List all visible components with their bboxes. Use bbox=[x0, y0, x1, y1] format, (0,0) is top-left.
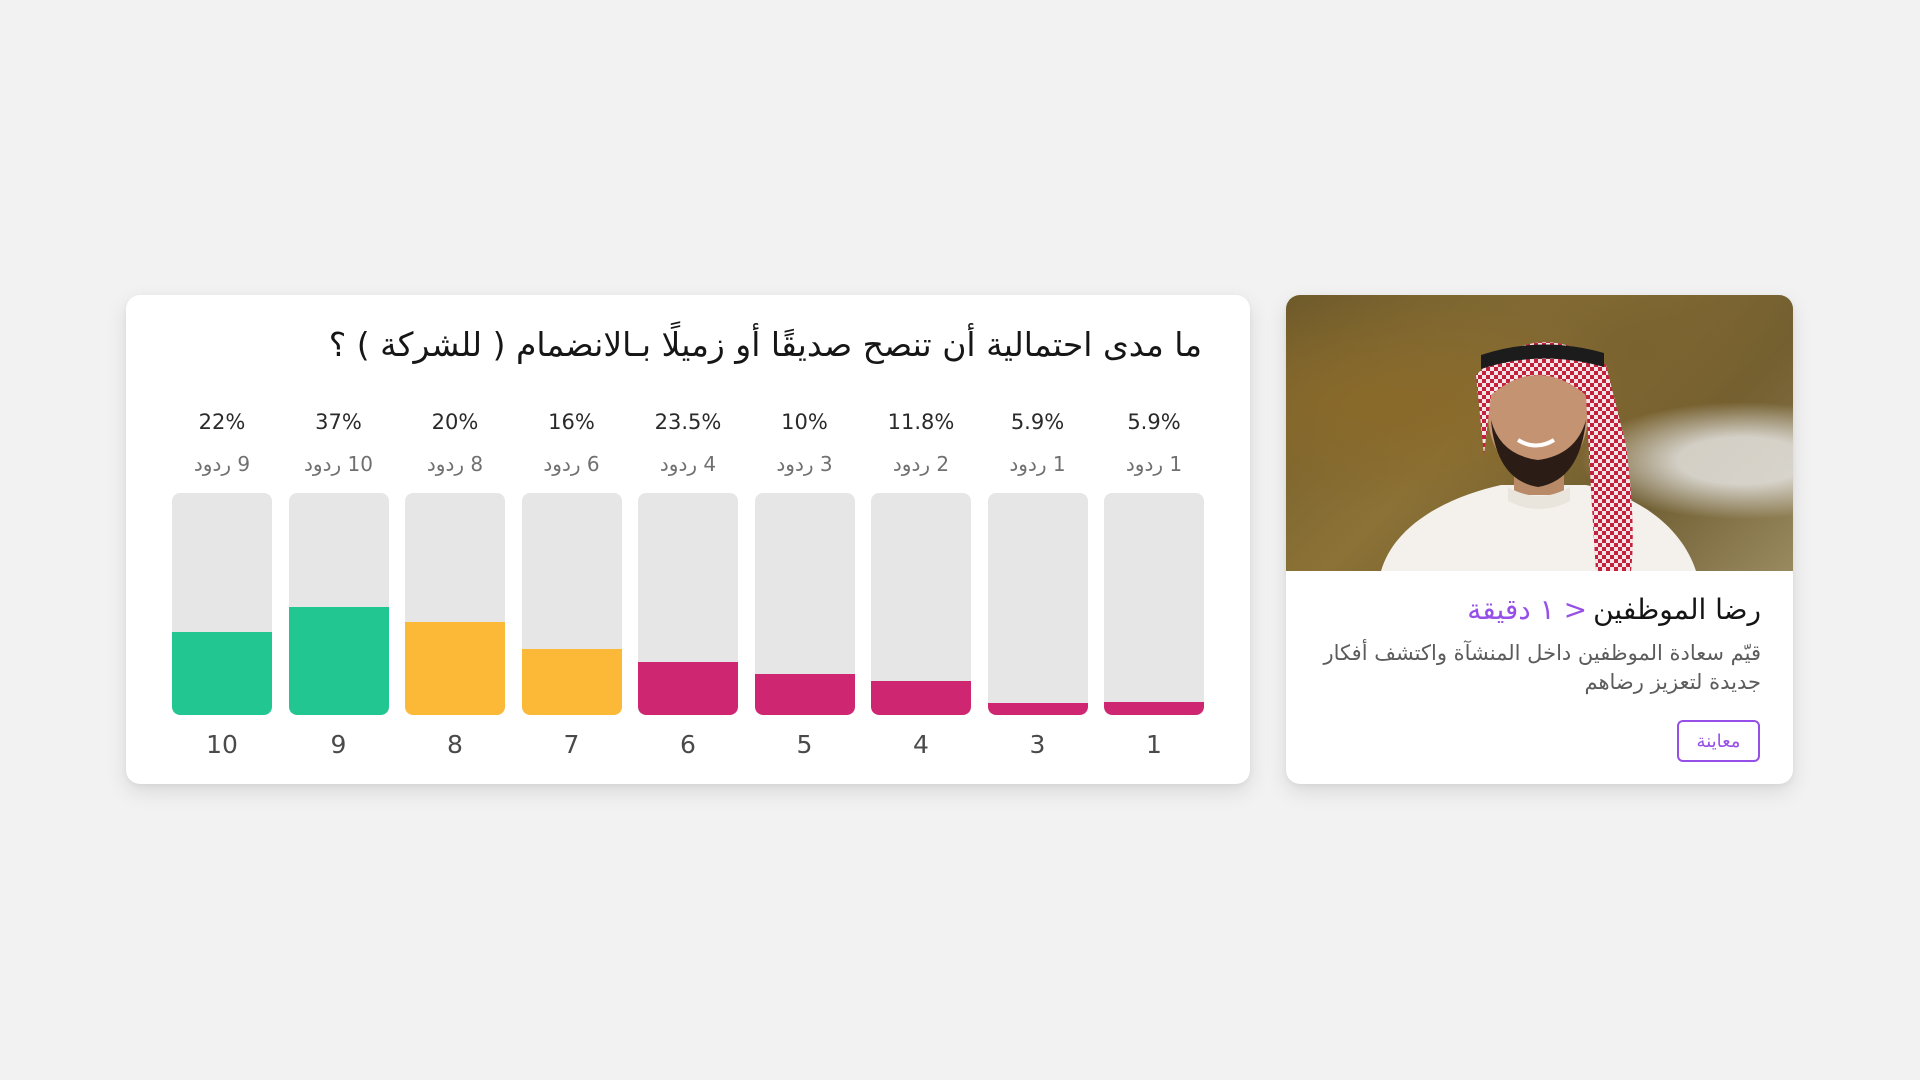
bar-percent: 16% bbox=[548, 410, 595, 434]
bar-track bbox=[871, 493, 971, 715]
bar-fill bbox=[405, 622, 505, 715]
bar-fill bbox=[172, 632, 272, 715]
bar-percent: 23.5% bbox=[654, 410, 722, 434]
bar-column-10: 22% 9 ردود 10 bbox=[172, 407, 272, 761]
bar-response-count: 3 ردود bbox=[776, 452, 833, 476]
bar-percent: 10% bbox=[781, 410, 828, 434]
bar-score-label: 9 bbox=[330, 730, 347, 759]
bar-response-count: 9 ردود bbox=[193, 452, 251, 476]
bar-column-6: 23.5% 4 ردود 6 bbox=[638, 407, 738, 761]
bar-fill bbox=[987, 703, 1088, 715]
bar-response-count: 1 ردود bbox=[1009, 452, 1066, 476]
duration-badge: < ١ دقيقة bbox=[1467, 593, 1588, 626]
employee-photo bbox=[1286, 295, 1793, 571]
card-body: رضا الموظفين< ١ دقيقة قيّم سعادة الموظفي… bbox=[1286, 571, 1793, 784]
card-title: رضا الموظفين< ١ دقيقة bbox=[1318, 591, 1761, 629]
bar-score-label: 5 bbox=[796, 730, 813, 759]
bar-fill bbox=[521, 649, 622, 715]
bar-score-label: 4 bbox=[913, 730, 929, 759]
bar-score-label: 6 bbox=[680, 730, 696, 759]
bar-response-count: 8 ردود bbox=[426, 452, 484, 476]
bar-fill bbox=[754, 674, 855, 715]
bar-score-label: 10 bbox=[206, 730, 238, 759]
bar-score-label: 1 bbox=[1146, 730, 1162, 759]
survey-template-card[interactable]: رضا الموظفين< ١ دقيقة قيّم سعادة الموظفي… bbox=[1286, 295, 1793, 784]
bar-fill bbox=[288, 607, 389, 715]
bar-score-label: 3 bbox=[1029, 730, 1046, 759]
bar-percent: 20% bbox=[431, 410, 479, 434]
bar-score-label: 8 bbox=[447, 730, 463, 759]
bar-track bbox=[405, 493, 505, 715]
bar-percent: 5.9% bbox=[1010, 410, 1065, 434]
bar-fill bbox=[638, 662, 738, 715]
bar-response-count: 6 ردود bbox=[543, 452, 600, 476]
bar-column-1: 5.9% 1 ردود 1 bbox=[1104, 407, 1204, 761]
bar-track bbox=[172, 493, 272, 715]
bar-percent: 5.9% bbox=[1127, 410, 1181, 434]
bar-track bbox=[288, 493, 389, 715]
bar-fill bbox=[871, 681, 971, 715]
bar-percent: 37% bbox=[315, 410, 362, 434]
bar-response-count: 2 ردود bbox=[892, 452, 950, 476]
bar-fill bbox=[1104, 702, 1204, 715]
person-illustration-icon bbox=[1381, 342, 1696, 571]
bar-response-count: 4 ردود bbox=[659, 452, 717, 476]
bar-column-5: 10% 3 ردود 5 bbox=[754, 407, 855, 761]
bar-response-count: 1 ردود bbox=[1125, 452, 1183, 476]
bar-score-label: 7 bbox=[563, 730, 580, 759]
bar-column-7: 16% 6 ردود 7 bbox=[521, 407, 622, 761]
bar-column-4: 11.8% 2 ردود 4 bbox=[871, 407, 971, 761]
bar-column-8: 20% 8 ردود 8 bbox=[405, 407, 505, 761]
bar-column-3: 5.9% 1 ردود 3 bbox=[987, 407, 1088, 761]
bar-column-9: 37% 10 ردود 9 bbox=[288, 407, 389, 761]
bar-track bbox=[987, 493, 1088, 715]
bar-track bbox=[754, 493, 855, 715]
nps-chart-card: ما مدى احتمالية أن تنصح صديقًا أو زميلًا… bbox=[126, 295, 1250, 784]
bar-percent: 22% bbox=[198, 410, 246, 434]
bar-track bbox=[1104, 493, 1204, 715]
bar-chart: 22% 9 ردود 10 37% 10 ردود 9 20% 8 ردود 8… bbox=[172, 407, 1204, 761]
chart-question-title: ما مدى احتمالية أن تنصح صديقًا أو زميلًا… bbox=[328, 325, 1203, 364]
bar-track bbox=[521, 493, 622, 715]
survey-name: رضا الموظفين bbox=[1593, 593, 1761, 626]
bar-percent: 11.8% bbox=[887, 410, 955, 434]
card-description: قيّم سعادة الموظفين داخل المنشآة واكتشف … bbox=[1323, 641, 1761, 694]
preview-button[interactable]: معاينة bbox=[1677, 720, 1760, 762]
bar-track bbox=[638, 493, 738, 715]
bar-response-count: 10 ردود bbox=[304, 452, 373, 476]
